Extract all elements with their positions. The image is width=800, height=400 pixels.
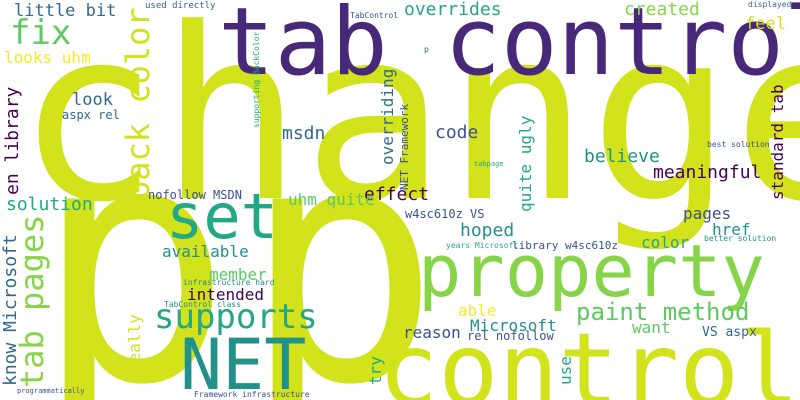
word-really: really xyxy=(125,314,144,372)
word-library-w4sc610z: library w4sc610z xyxy=(512,239,618,252)
word-believe: believe xyxy=(584,146,660,167)
word-nofollow-msdn: nofollow MSDN xyxy=(148,188,242,202)
word-supporting-backcolor: supporting BackColor xyxy=(252,31,261,128)
word-hoped: hoped xyxy=(460,220,515,241)
word-feel: feel xyxy=(745,14,786,34)
word-net-framework: NET Framework xyxy=(398,103,411,190)
word-intended: intended xyxy=(187,285,265,304)
word-color: color xyxy=(641,233,690,252)
word-uhm-quite: uhm quite xyxy=(288,190,375,209)
word-net: NET xyxy=(180,324,307,400)
word-rel-nofollow: rel nofollow xyxy=(467,329,554,343)
word-little-bit: little bit xyxy=(14,1,117,21)
word-tabpage: tabpage xyxy=(474,160,504,168)
word-infrastructure-hard: infrastructure hard xyxy=(183,278,275,287)
word-overrides: overrides xyxy=(404,0,502,20)
word-know-microsoft: know Microsoft xyxy=(0,234,21,386)
word-back-color: back color xyxy=(119,7,157,200)
word-p-right: p xyxy=(242,73,441,400)
word-en-library: en library xyxy=(2,86,23,195)
word-created: created xyxy=(624,0,700,20)
word-available: available xyxy=(162,242,249,261)
word-fix: fix xyxy=(10,13,72,53)
word-p-small: p xyxy=(424,45,429,54)
word-control: control xyxy=(378,311,800,400)
word-tabcontrol-class: TabControl class xyxy=(164,300,242,309)
word-microsoft: Microsoft xyxy=(470,316,557,335)
word-able: able xyxy=(458,301,497,320)
word-aspx-rel: aspx rel xyxy=(62,108,120,122)
word-property: property xyxy=(418,229,765,313)
word-msdn: msdn xyxy=(282,123,326,144)
word-years-microsoft: years Microsoft xyxy=(446,241,519,250)
word-code: code xyxy=(435,122,479,143)
word-p-left: p xyxy=(34,73,233,400)
word-reason: reason xyxy=(403,323,461,342)
word-overriding: overriding xyxy=(378,68,397,165)
word-used-directly: used directly xyxy=(145,1,216,11)
word-better-solution: better solution xyxy=(704,234,777,243)
word-w4sc610z-vs: w4sc610z VS xyxy=(405,207,485,221)
word-standard-tab: standard tab xyxy=(768,84,787,200)
word-vs-aspx: VS aspx xyxy=(702,325,757,340)
word-solution: solution xyxy=(6,194,93,215)
word-framework-infrastructure: Framework infrastructure xyxy=(194,390,310,399)
word-try: try xyxy=(366,356,385,385)
word-tabcontrol: TabControl xyxy=(350,11,399,20)
word-want: want xyxy=(632,318,671,337)
word-use: use xyxy=(556,356,575,385)
word-effect: effect xyxy=(364,184,430,205)
word-displayed: displayed xyxy=(748,0,792,9)
word-member: member xyxy=(209,265,267,284)
word-programmatically: programmatically xyxy=(17,387,85,395)
word-paint-method: paint method xyxy=(576,298,750,326)
word-best-solution: best solution xyxy=(707,140,770,149)
word-supports: supports xyxy=(154,297,318,337)
word-href: href xyxy=(712,220,751,239)
word-looks-uhm: looks uhm xyxy=(4,48,91,67)
word-look: look xyxy=(72,90,113,110)
word-pages: pages xyxy=(683,204,732,223)
word-tab-control: tab control xyxy=(218,0,800,97)
word-meaningful: meaningful xyxy=(653,162,762,183)
word-set: set xyxy=(166,180,278,253)
word-change: change xyxy=(16,0,800,255)
word-quite-ugly: quite ugly xyxy=(516,115,535,212)
